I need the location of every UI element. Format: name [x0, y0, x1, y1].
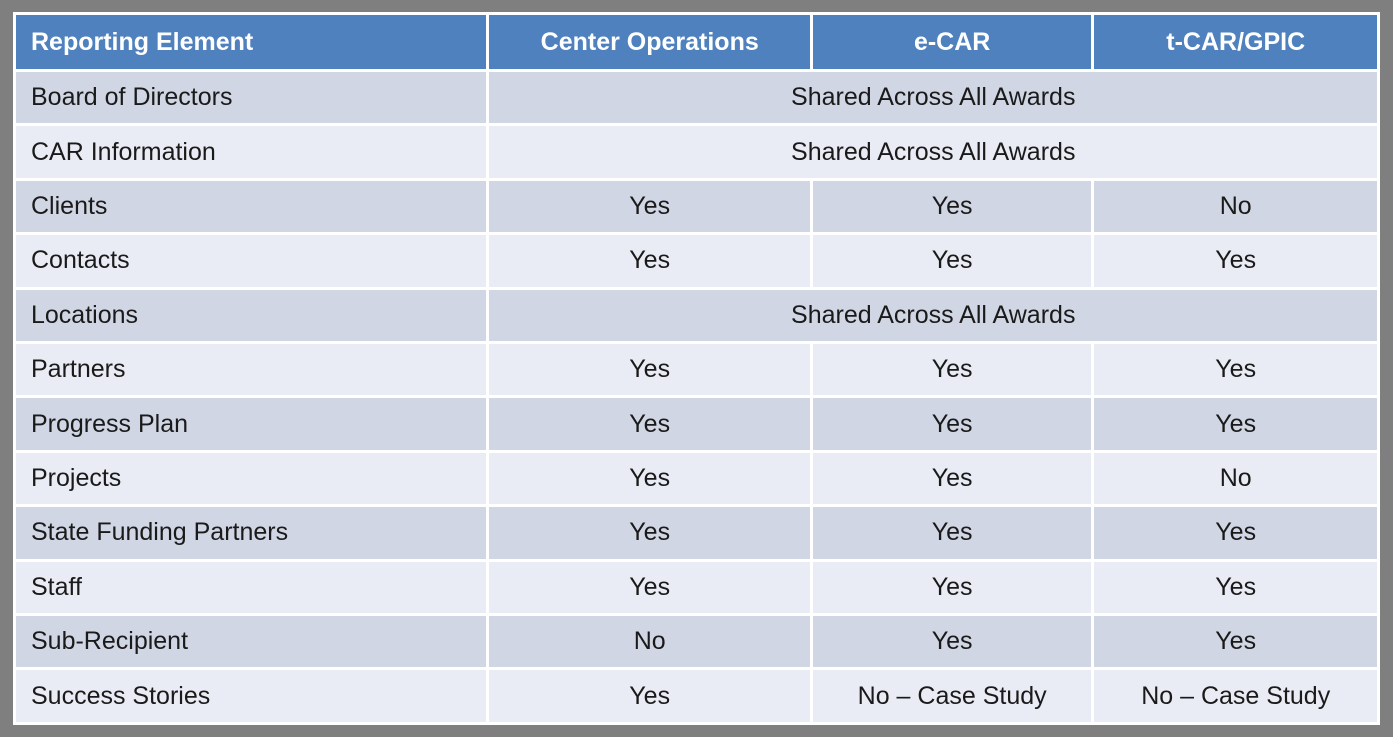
value-cell: No – Case Study	[812, 670, 1092, 722]
value-cell: Yes	[812, 180, 1092, 233]
row-label: Success Stories	[16, 670, 487, 722]
table-row: Clients Yes Yes No	[16, 180, 1377, 233]
row-label: Projects	[16, 452, 487, 505]
column-header-t-car-gpic: t-CAR/GPIC	[1094, 15, 1377, 69]
value-cell: Yes	[489, 670, 810, 722]
value-cell: Yes	[489, 507, 810, 559]
value-cell: Yes	[1094, 235, 1377, 287]
row-label: State Funding Partners	[16, 507, 487, 559]
value-cell: No	[1094, 180, 1377, 233]
column-header-center-operations: Center Operations	[489, 15, 810, 69]
value-cell: Yes	[489, 235, 810, 287]
header-row: Reporting Element Center Operations e-CA…	[16, 15, 1377, 69]
column-header-e-car: e-CAR	[812, 15, 1092, 69]
table-row: Progress Plan Yes Yes Yes	[16, 398, 1377, 450]
table-row: Locations Shared Across All Awards	[16, 289, 1377, 342]
value-cell: Yes	[489, 180, 810, 233]
merged-shared-cell: Shared Across All Awards	[489, 289, 1377, 342]
table-row: Partners Yes Yes Yes	[16, 344, 1377, 396]
row-label: Clients	[16, 180, 487, 233]
value-cell: Yes	[489, 452, 810, 505]
value-cell: Yes	[489, 398, 810, 450]
table-row: Projects Yes Yes No	[16, 452, 1377, 505]
row-label: Sub-Recipient	[16, 616, 487, 668]
value-cell: Yes	[1094, 398, 1377, 450]
value-cell: Yes	[489, 344, 810, 396]
value-cell: Yes	[812, 235, 1092, 287]
value-cell: Yes	[1094, 344, 1377, 396]
table-row: State Funding Partners Yes Yes Yes	[16, 507, 1377, 559]
value-cell: Yes	[812, 507, 1092, 559]
value-cell: Yes	[812, 561, 1092, 614]
table-row: CAR Information Shared Across All Awards	[16, 126, 1377, 178]
row-label: Partners	[16, 344, 487, 396]
merged-shared-cell: Shared Across All Awards	[489, 126, 1377, 178]
merged-shared-cell: Shared Across All Awards	[489, 72, 1377, 124]
table-row: Staff Yes Yes Yes	[16, 561, 1377, 614]
table-row: Contacts Yes Yes Yes	[16, 235, 1377, 287]
value-cell: No	[1094, 452, 1377, 505]
row-label: Board of Directors	[16, 72, 487, 124]
reporting-matrix-table: Reporting Element Center Operations e-CA…	[13, 12, 1380, 725]
value-cell: Yes	[1094, 561, 1377, 614]
value-cell: Yes	[1094, 507, 1377, 559]
value-cell: No – Case Study	[1094, 670, 1377, 722]
value-cell: Yes	[812, 344, 1092, 396]
column-header-reporting-element: Reporting Element	[16, 15, 487, 69]
row-label: Locations	[16, 289, 487, 342]
value-cell: Yes	[1094, 616, 1377, 668]
value-cell: Yes	[812, 616, 1092, 668]
table-row: Sub-Recipient No Yes Yes	[16, 616, 1377, 668]
row-label: Progress Plan	[16, 398, 487, 450]
row-label: Contacts	[16, 235, 487, 287]
value-cell: Yes	[489, 561, 810, 614]
value-cell: No	[489, 616, 810, 668]
value-cell: Yes	[812, 398, 1092, 450]
table-row: Success Stories Yes No – Case Study No – Ca…	[16, 670, 1377, 722]
table-row: Board of Directors Shared Across All Awar…	[16, 72, 1377, 124]
row-label: Staff	[16, 561, 487, 614]
value-cell: Yes	[812, 452, 1092, 505]
row-label: CAR Information	[16, 126, 487, 178]
